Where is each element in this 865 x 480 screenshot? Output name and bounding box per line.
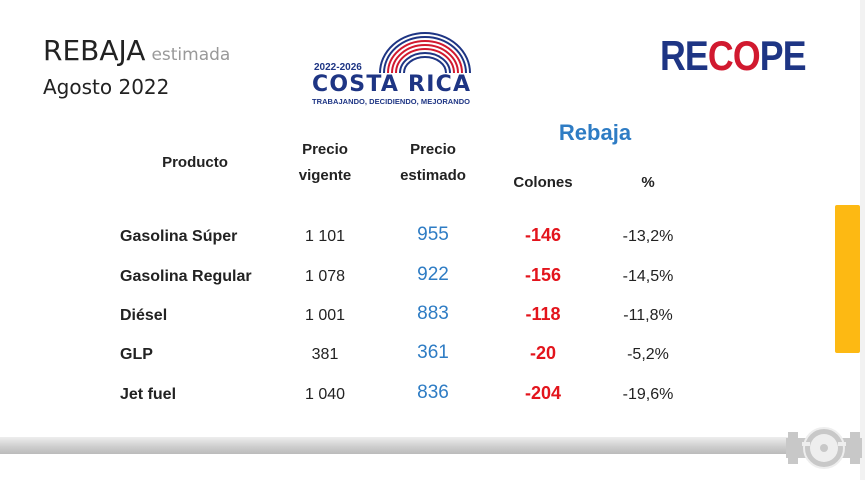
cell-estimated: 883 <box>417 303 449 324</box>
header-colones: Colones <box>513 174 573 191</box>
cell-product: Gasolina Súper <box>120 228 238 245</box>
table-row: Jet fuel 1 040 836 -204 -19,6% <box>0 382 865 410</box>
cell-colones: -204 <box>524 383 562 403</box>
table-row: Gasolina Súper 1 101 955 -146 -13,2% <box>0 224 865 252</box>
slide-edge <box>860 0 865 480</box>
cell-product: GLP <box>120 346 153 363</box>
cell-colones: -146 <box>524 225 562 245</box>
cell-percent: -5,2% <box>627 346 669 363</box>
header-product: Producto <box>162 154 228 171</box>
header-percent: % <box>641 174 655 191</box>
logo-tagline: TRABAJANDO, DECIDIENDO, MEJORANDO <box>312 97 470 106</box>
costa-rica-logo: 2022-2026 COSTA RICA TRABAJANDO, DECIDIE… <box>312 32 471 106</box>
title-text: REBAJA <box>43 34 146 67</box>
cell-colones: -156 <box>524 265 562 285</box>
page-subtitle: Agosto 2022 <box>43 75 170 99</box>
page-title: REBAJA estimada <box>43 34 230 67</box>
title-suffix: estimada <box>151 45 231 65</box>
cell-percent: -19,6% <box>622 386 674 403</box>
cell-estimated: 922 <box>417 264 449 285</box>
cell-estimated: 361 <box>417 342 449 363</box>
cell-percent: -14,5% <box>622 268 674 285</box>
logo-name: COSTA RICA <box>312 72 470 97</box>
cell-estimated: 836 <box>417 382 449 403</box>
cell-current: 381 <box>311 346 339 363</box>
header-estimated-price: Precio estimado <box>400 141 466 184</box>
cell-product: Gasolina Regular <box>120 268 252 285</box>
cell-colones: -118 <box>525 304 561 324</box>
table-row: Diésel 1 001 883 -118 -11,8% <box>0 303 865 331</box>
logo-years: 2022-2026 <box>314 62 362 73</box>
header-current-price: Precio vigente <box>298 141 352 184</box>
table-row: GLP 381 361 -20 -5,2% <box>0 342 865 370</box>
cell-product: Jet fuel <box>120 386 177 403</box>
cell-product: Diésel <box>120 307 168 324</box>
cell-current: 1 001 <box>304 307 346 324</box>
recope-logo: RECOPE <box>660 32 807 79</box>
cell-current: 1 040 <box>304 386 346 403</box>
valve-icon <box>786 427 862 469</box>
cell-current: 1 078 <box>304 268 346 285</box>
pipe-decoration <box>0 437 790 454</box>
header-rebaja-group: Rebaja <box>558 120 632 145</box>
cell-percent: -13,2% <box>622 228 674 245</box>
yellow-accent-bar <box>835 205 860 353</box>
table-row: Gasolina Regular 1 078 922 -156 -14,5% <box>0 264 865 292</box>
cell-colones: -20 <box>529 343 556 363</box>
cell-percent: -11,8% <box>623 307 673 324</box>
cell-current: 1 101 <box>304 228 346 245</box>
cell-estimated: 955 <box>417 224 449 245</box>
